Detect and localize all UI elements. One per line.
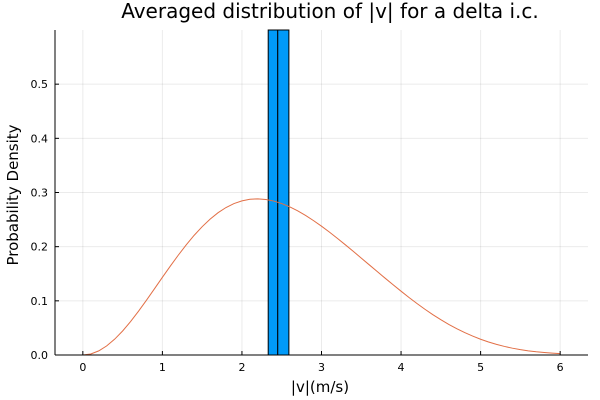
y-tick-label: 0.0 xyxy=(31,349,49,362)
x-tick-label: 0 xyxy=(79,361,86,374)
y-tick-label: 0.3 xyxy=(31,187,49,200)
density-line xyxy=(82,198,561,356)
x-axis-label: |v|(m/s) xyxy=(291,378,349,396)
x-tick-label: 6 xyxy=(557,361,564,374)
x-tick-label: 1 xyxy=(159,361,166,374)
x-tick-label: 2 xyxy=(238,361,245,374)
grid xyxy=(55,30,588,356)
x-tick-label: 5 xyxy=(477,361,484,374)
chart-title: Averaged distribution of |v| for a delta… xyxy=(121,0,539,23)
y-tick-label: 0.1 xyxy=(31,295,49,308)
series-line-layer xyxy=(82,198,561,356)
y-tick-label: 0.2 xyxy=(31,241,49,254)
histogram-bar xyxy=(277,29,290,356)
ticks: 0 1 2 3 4 5 6 0.0 0.1 0.2 0.3 0.4 0.5 xyxy=(31,78,564,374)
bars xyxy=(267,29,290,356)
y-tick-label: 0.4 xyxy=(31,132,49,145)
x-tick-label: 4 xyxy=(398,361,405,374)
histogram-bar xyxy=(267,29,279,356)
x-tick-label: 3 xyxy=(318,361,325,374)
y-tick-label: 0.5 xyxy=(31,78,49,91)
y-axis-label: Probability Density xyxy=(4,124,22,265)
